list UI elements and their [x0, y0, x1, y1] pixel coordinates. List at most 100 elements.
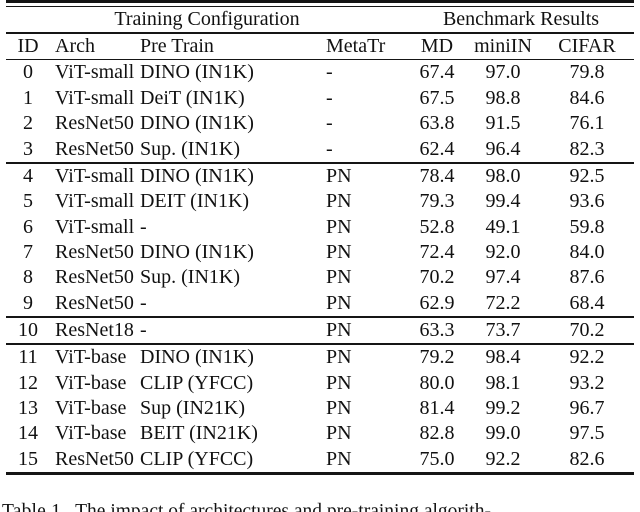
cell-metatr: PN [326, 396, 352, 419]
cell-miniin: 97.4 [485, 266, 521, 289]
cell-metatr: PN [326, 241, 352, 263]
table-row: 10 ResNet18- PN 63.3 73.7 70.2 [6, 318, 634, 343]
cell-metatr: PN [326, 371, 352, 394]
cell-metatr: PN [326, 266, 352, 289]
cell-md: 75.0 [419, 447, 455, 470]
cell-md: 79.2 [419, 346, 455, 369]
cell-md: 72.4 [419, 241, 455, 263]
cell-md: 70.2 [419, 266, 455, 289]
cell-md: 67.4 [419, 61, 455, 84]
cell-md: 67.5 [419, 86, 455, 109]
cell-id: 9 [23, 291, 33, 314]
cell-arch: ViT-base [55, 396, 127, 419]
cell-md: 78.4 [419, 164, 455, 187]
table-top-rule-outer [6, 0, 634, 3]
cell-metatr: PN [326, 422, 352, 445]
cell-pretrain: DINO (IN1K) [140, 241, 254, 263]
cell-cifar: 84.6 [569, 86, 605, 109]
table-row: 9 ResNet50- PN 62.9 72.2 68.4 [6, 291, 634, 316]
cell-metatr: PN [326, 447, 352, 470]
cell-arch: ViT-base [55, 371, 127, 394]
results-table: Training Configuration Benchmark Results… [6, 0, 634, 475]
cell-cifar: 93.2 [569, 371, 605, 394]
cell-miniin: 98.4 [485, 346, 521, 369]
cell-cifar: 59.8 [569, 215, 605, 238]
table-row: 6 ViT-small - PN 52.8 49.1 59.8 [6, 214, 634, 239]
cell-md: 63.3 [419, 318, 455, 341]
cell-cifar: 96.7 [569, 396, 605, 419]
cell-miniin: 99.4 [485, 190, 521, 213]
cell-pretrain: - [140, 291, 147, 314]
cell-metatr: - [326, 112, 333, 135]
cell-pretrain: Sup (IN21K) [140, 396, 245, 419]
cell-arch: ResNet50 [55, 291, 134, 314]
cell-md: 82.8 [419, 422, 455, 445]
cell-miniin: 96.4 [485, 137, 521, 160]
cell-miniin: 73.7 [485, 318, 521, 341]
cell-cifar: 92.5 [569, 164, 605, 187]
table-row: 4 ViT-small DINO (IN1K) PN 78.4 98.0 92.5 [6, 164, 634, 189]
cell-metatr: PN [326, 215, 352, 238]
table-row: 13 ViT-base Sup (IN21K) PN 81.4 99.2 96.7 [6, 396, 634, 421]
cell-pretrain: DINO (IN1K) [140, 112, 254, 135]
cell-arch: ViT-small [55, 164, 135, 187]
table-row: 3 ResNet50 Sup. (IN1K) - 62.4 96.4 82.3 [6, 136, 634, 161]
column-header-pretrain: Pre Train [140, 34, 214, 57]
cell-arch: ResNet50 [55, 112, 134, 135]
table-body: 0 ViT-small DINO (IN1K) -67.4 97.0 79.8 1 ViT-s… [6, 60, 634, 472]
column-header-md: MD [420, 34, 454, 57]
cell-miniin: 49.1 [485, 215, 521, 238]
group-header-rule [6, 32, 634, 34]
cell-cifar: 76.1 [569, 112, 605, 135]
table-row: 15 ResNet50 CLIP (YFCC) PN 75.0 92.2 82.6 [6, 447, 634, 472]
cell-arch: ViT-small [55, 190, 135, 213]
cell-miniin: 98.1 [485, 371, 521, 394]
cell-miniin: 99.2 [485, 396, 521, 419]
cell-pretrain: Sup. (IN1K) [140, 137, 240, 160]
section-divider-rule [6, 315, 634, 318]
cell-metatr: PN [326, 318, 352, 341]
table-row: 0 ViT-small DINO (IN1K) - 67.4 97.0 79.8 [6, 60, 634, 85]
cell-metatr: PN [326, 346, 352, 369]
cell-id: 15 [18, 447, 38, 470]
cell-cifar: 82.3 [569, 137, 605, 160]
column-header-cifar: CIFAR [558, 34, 616, 57]
cell-pretrain: - [140, 318, 147, 341]
cell-md: 52.8 [419, 215, 455, 238]
cell-arch: ViT-base [55, 346, 127, 369]
section-divider-rule [6, 343, 634, 345]
cell-md: 63.8 [419, 112, 455, 135]
cell-metatr: - [326, 86, 333, 109]
cell-pretrain: BEIT (IN21K) [140, 422, 258, 445]
cell-cifar: 93.6 [569, 190, 605, 213]
table-caption-text: The impact of architectures and pre-trai… [75, 501, 491, 512]
cell-arch: ViT-small [55, 61, 135, 84]
column-header-arch: Arch [55, 34, 95, 57]
cell-md: 79.3 [419, 190, 455, 213]
cell-pretrain: DINO (IN1K) [140, 61, 254, 84]
table-row: 11 ViT-base DINO (IN1K) PN 79.2 98.4 92.2 [6, 345, 634, 370]
table-caption: Table 1. The impact of architectures and … [2, 500, 640, 512]
cell-cifar: 87.6 [569, 266, 605, 289]
column-header-row: ID Arch Pre Train MetaTr MD miniIN CIFAR [6, 34, 634, 59]
cell-md: 62.4 [419, 137, 455, 160]
cell-arch: ResNet18 [55, 318, 134, 341]
cell-arch: ResNet50 [55, 137, 134, 160]
cell-metatr: PN [326, 291, 352, 314]
cell-metatr: - [326, 137, 333, 160]
column-header-miniin: miniIN [474, 34, 532, 57]
cell-arch: ViT-small [55, 215, 135, 238]
cell-miniin: 98.0 [485, 164, 521, 187]
cell-cifar: 68.4 [569, 291, 605, 314]
cell-id: 13 [18, 396, 38, 419]
cell-id: 4 [23, 164, 33, 187]
group-header-row: Training Configuration Benchmark Results [6, 7, 634, 32]
table-row: 1 ViT-small DeiT (IN1K) - 67.5 98.8 84.6 [6, 86, 634, 111]
cell-id: 0 [23, 61, 33, 84]
cell-arch: ResNet50 [55, 447, 134, 470]
table-row: 7 ResNet50 DINO (IN1K) PN 72.4 92.0 84.0 [6, 240, 634, 265]
cell-pretrain: DEIT (IN1K) [140, 190, 250, 213]
table-top-rule-inner [6, 5, 634, 8]
table-row: 5 ViT-small DEIT (IN1K) PN 79.3 99.4 93.6 [6, 189, 634, 214]
